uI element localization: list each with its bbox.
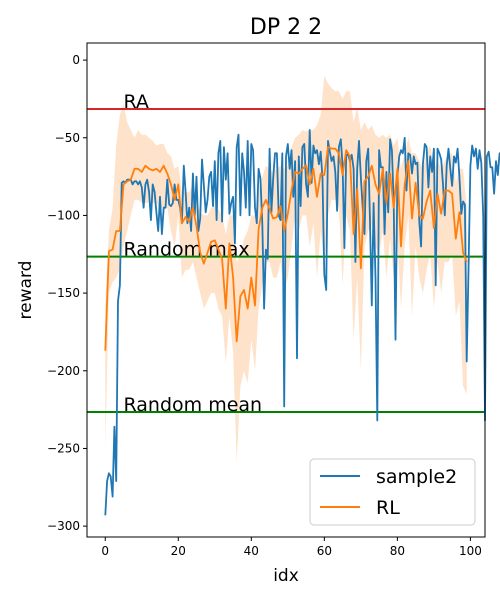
legend-label-rl: RL [376, 497, 400, 519]
reference-label-0: RA [124, 91, 149, 113]
x-tick-label-3: 60 [317, 544, 332, 558]
legend: sample2 RL [309, 458, 476, 526]
y-tick-label-1: −50 [55, 131, 80, 145]
x-tick-label-1: 20 [171, 544, 186, 558]
chart-title: DP 2 2 [250, 15, 322, 40]
y-tick-label-3: −150 [47, 286, 80, 300]
reference-label-1: Random max [124, 239, 250, 261]
y-tick-label-0: 0 [72, 53, 80, 67]
reference-lines: RA Random max Random mean [87, 91, 485, 416]
reference-label-2: Random mean [124, 394, 263, 416]
y-tick-label-4: −200 [47, 364, 80, 378]
series-layer [104, 129, 500, 516]
y-axis-label: reward [16, 261, 36, 320]
legend-label-sample2: sample2 [376, 466, 457, 488]
y-axis-ticks: 0 −50 −100 −150 −200 −250 −300 [47, 53, 87, 533]
x-axis-label: idx [273, 566, 299, 586]
series-line-rl [104, 146, 468, 351]
x-axis-ticks: 0 20 40 60 80 100 [101, 537, 482, 558]
x-tick-label-2: 40 [244, 544, 259, 558]
y-tick-label-6: −300 [47, 519, 80, 533]
x-tick-label-5: 100 [459, 544, 482, 558]
plot-area-frame [86, 42, 486, 538]
x-tick-label-0: 0 [101, 544, 109, 558]
y-tick-label-2: −100 [47, 208, 80, 222]
y-tick-label-5: −250 [47, 441, 80, 455]
x-tick-label-4: 80 [390, 544, 405, 558]
